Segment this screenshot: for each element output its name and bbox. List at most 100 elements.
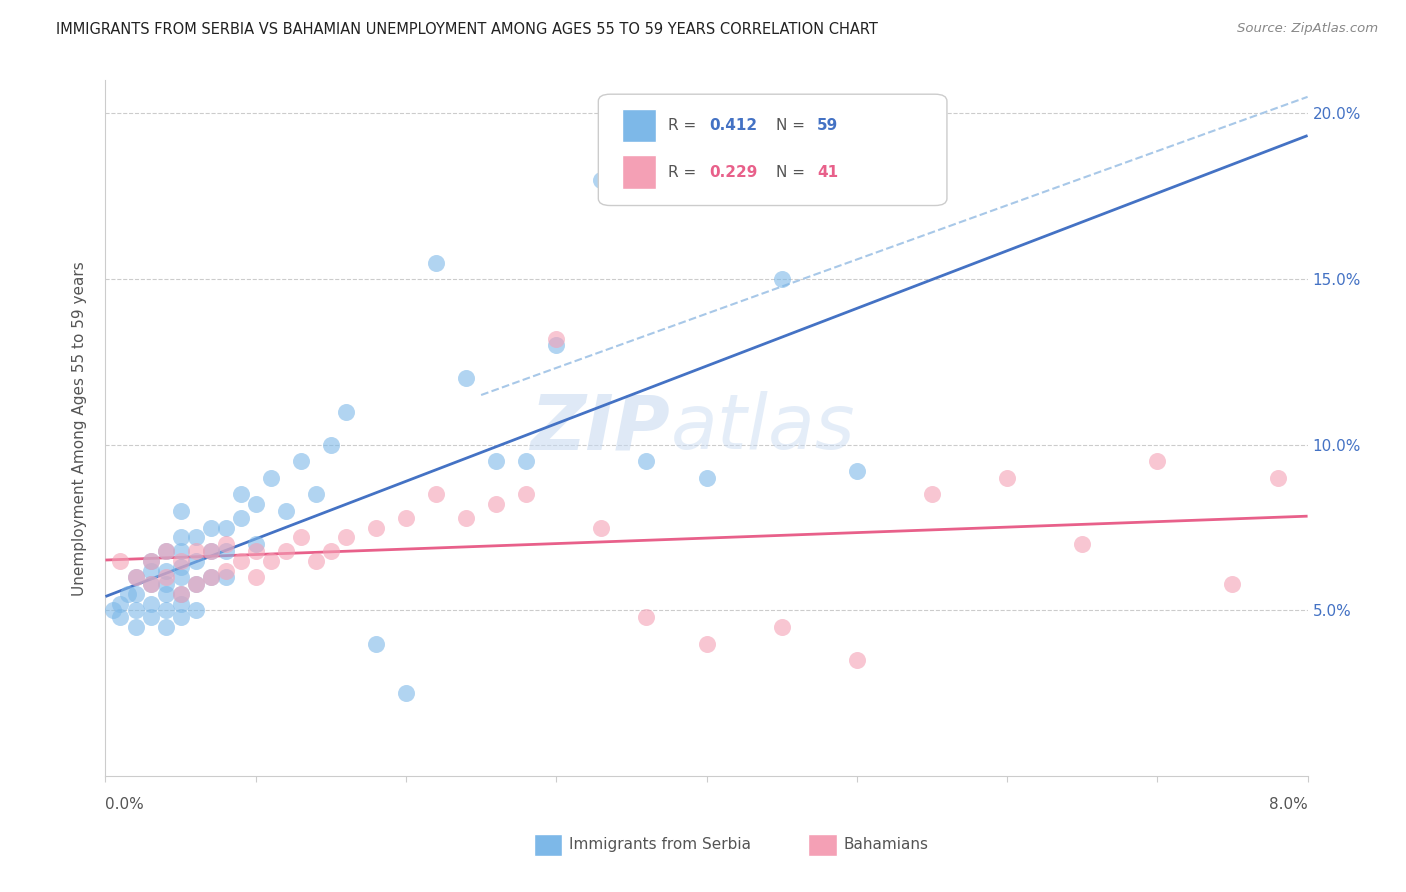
- Point: [305, 487, 328, 501]
- Point: [260, 471, 283, 485]
- Point: [184, 603, 207, 617]
- Point: [395, 510, 418, 524]
- Point: [364, 636, 387, 650]
- Point: [155, 587, 177, 601]
- Point: [425, 255, 447, 269]
- Text: Bahamians: Bahamians: [844, 838, 928, 852]
- Point: [395, 686, 418, 700]
- Text: 59: 59: [817, 118, 838, 133]
- Point: [184, 577, 207, 591]
- Text: Immigrants from Serbia: Immigrants from Serbia: [569, 838, 751, 852]
- Point: [319, 543, 342, 558]
- Point: [184, 554, 207, 568]
- Point: [155, 603, 177, 617]
- Point: [169, 610, 191, 624]
- Point: [169, 587, 191, 601]
- Point: [169, 543, 191, 558]
- Point: [921, 487, 943, 501]
- Point: [117, 587, 139, 601]
- Text: N =: N =: [776, 165, 810, 179]
- Point: [636, 610, 658, 624]
- Point: [139, 577, 162, 591]
- Point: [319, 438, 342, 452]
- Point: [200, 570, 222, 584]
- Point: [155, 543, 177, 558]
- Point: [139, 554, 162, 568]
- Point: [169, 504, 191, 518]
- Point: [305, 554, 328, 568]
- Text: Source: ZipAtlas.com: Source: ZipAtlas.com: [1237, 22, 1378, 36]
- Point: [101, 603, 124, 617]
- Point: [200, 543, 222, 558]
- Point: [169, 554, 191, 568]
- Point: [110, 554, 132, 568]
- Point: [335, 531, 357, 545]
- Point: [124, 570, 146, 584]
- Point: [169, 587, 191, 601]
- Point: [155, 620, 177, 634]
- Point: [245, 497, 267, 511]
- Point: [245, 570, 267, 584]
- Point: [169, 560, 191, 574]
- Point: [515, 454, 537, 468]
- Point: [845, 653, 868, 667]
- Point: [696, 636, 718, 650]
- Point: [184, 577, 207, 591]
- Text: IMMIGRANTS FROM SERBIA VS BAHAMIAN UNEMPLOYMENT AMONG AGES 55 TO 59 YEARS CORREL: IMMIGRANTS FROM SERBIA VS BAHAMIAN UNEMP…: [56, 22, 879, 37]
- Point: [995, 471, 1018, 485]
- Text: R =: R =: [668, 165, 702, 179]
- Point: [274, 504, 297, 518]
- Text: ZIP: ZIP: [530, 392, 671, 465]
- Point: [155, 564, 177, 578]
- Point: [1267, 471, 1289, 485]
- Point: [139, 564, 162, 578]
- Point: [335, 404, 357, 418]
- Text: 0.0%: 0.0%: [105, 797, 145, 812]
- Point: [184, 543, 207, 558]
- Point: [169, 597, 191, 611]
- Point: [290, 531, 312, 545]
- Point: [229, 487, 252, 501]
- Point: [200, 570, 222, 584]
- Point: [485, 497, 508, 511]
- Point: [169, 531, 191, 545]
- Point: [229, 510, 252, 524]
- Point: [155, 570, 177, 584]
- Point: [485, 454, 508, 468]
- Point: [110, 610, 132, 624]
- Text: atlas: atlas: [671, 392, 855, 465]
- Bar: [623, 155, 657, 189]
- Point: [139, 610, 162, 624]
- Point: [546, 338, 568, 352]
- Text: 0.229: 0.229: [709, 165, 758, 179]
- Point: [214, 520, 236, 534]
- Point: [1146, 454, 1168, 468]
- FancyBboxPatch shape: [599, 95, 948, 205]
- Text: 8.0%: 8.0%: [1268, 797, 1308, 812]
- Point: [200, 543, 222, 558]
- Point: [245, 543, 267, 558]
- Point: [124, 603, 146, 617]
- Point: [110, 597, 132, 611]
- Point: [364, 520, 387, 534]
- Text: R =: R =: [668, 118, 702, 133]
- Point: [845, 464, 868, 478]
- Point: [591, 520, 613, 534]
- Point: [515, 487, 537, 501]
- Point: [169, 570, 191, 584]
- Point: [1071, 537, 1094, 551]
- Point: [274, 543, 297, 558]
- Point: [214, 564, 236, 578]
- Point: [155, 577, 177, 591]
- Point: [591, 172, 613, 186]
- Point: [214, 543, 236, 558]
- Point: [155, 543, 177, 558]
- Bar: [623, 109, 657, 142]
- Text: N =: N =: [776, 118, 810, 133]
- Point: [124, 587, 146, 601]
- Point: [229, 554, 252, 568]
- Point: [546, 332, 568, 346]
- Point: [696, 471, 718, 485]
- Point: [124, 620, 146, 634]
- Point: [290, 454, 312, 468]
